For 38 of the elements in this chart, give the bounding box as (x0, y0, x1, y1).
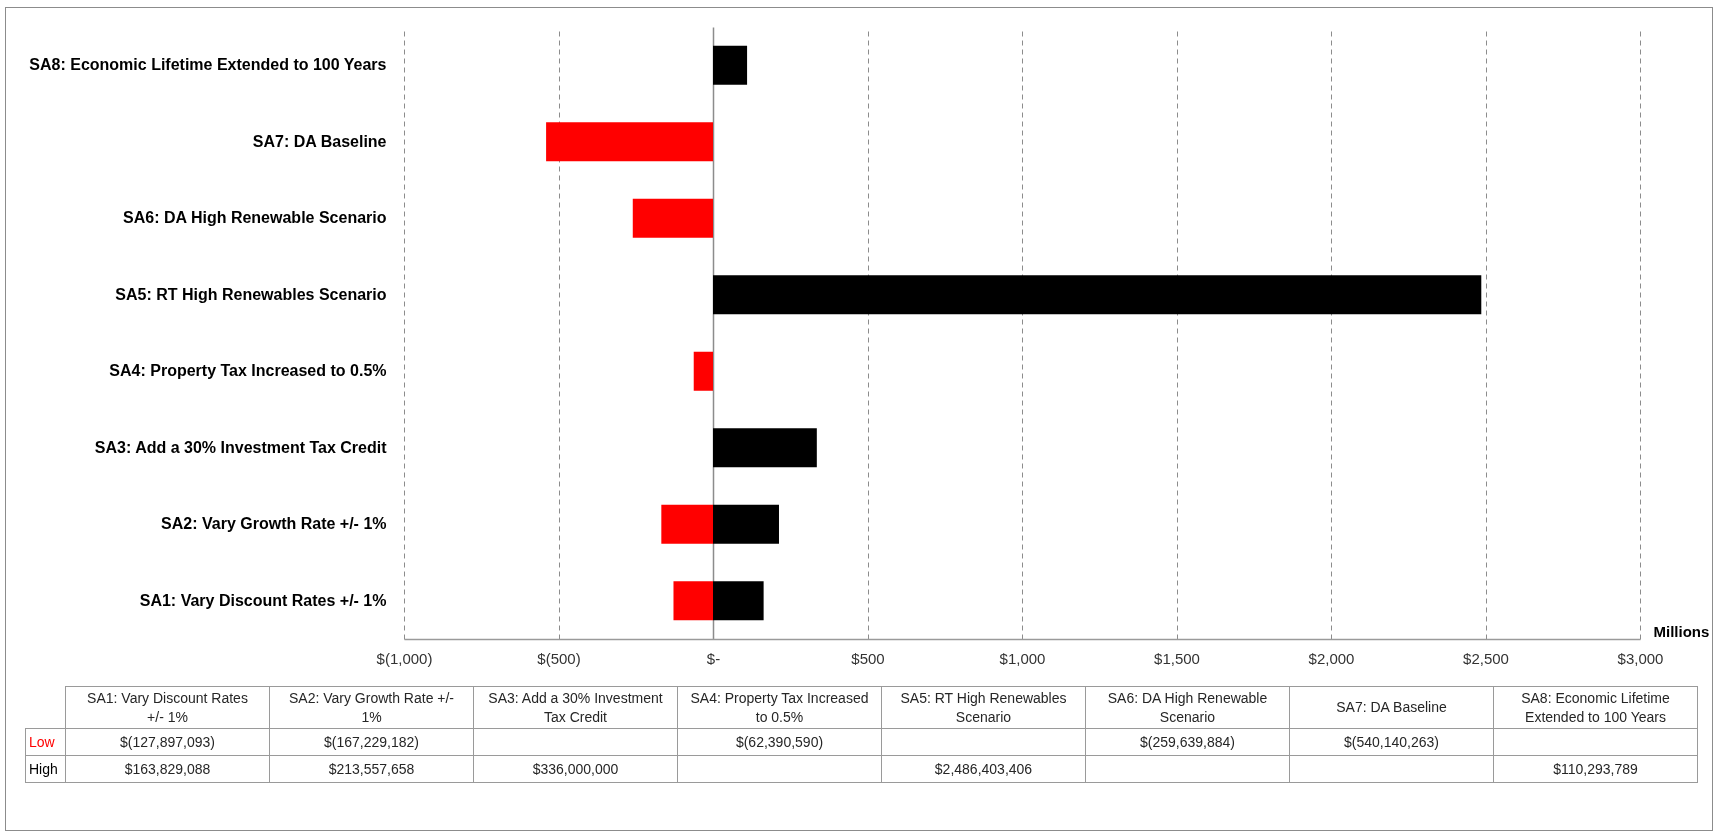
x-tick-label: $- (706, 649, 721, 667)
x-tick-label: $(1,000) (376, 649, 433, 667)
category-label: SA4: Property Tax Increased to 0.5% (690, 689, 869, 725)
x-tick-label: $2,000 (1308, 649, 1355, 667)
text: $110,293,789 (1493, 755, 1698, 783)
category-label: SA5: RT High Renewables Scenario (900, 689, 1067, 725)
text: $(127,897,093) (65, 728, 270, 756)
x-axis-title: Millions (1653, 622, 1710, 640)
text: $2,486,403,406 (881, 755, 1086, 783)
text: $(540,140,263) (1289, 728, 1494, 756)
category-label: SA1: Vary Discount Rates +/- 1% (87, 689, 248, 725)
category-label: SA8: Economic Lifetime Extended to 100 Years (1521, 689, 1670, 725)
y-tick-label: SA2: Vary Growth Rate +/- 1% (161, 515, 387, 533)
y-tick-label: SA1: Vary Discount Rates +/- 1% (139, 591, 387, 609)
category-label: SA2: Vary Growth Rate +/- 1% (288, 689, 455, 725)
text: Low (25, 728, 66, 756)
text: $163,829,088 (65, 755, 270, 783)
category-label: SA6: DA High Renewable Scenario (1107, 689, 1268, 725)
y-tick-label: SA3: Add a 30% Investment Tax Credit (94, 438, 388, 456)
x-tick-label: $1,500 (1154, 649, 1200, 667)
y-tick-label: SA6: DA High Renewable Scenario (123, 209, 387, 227)
y-tick-label: SA8: Economic Lifetime Extended to 100 Years (29, 56, 387, 74)
y-tick-label: SA4: Property Tax Increased to 0.5% (109, 362, 387, 380)
x-tick-label: $1,000 (999, 649, 1046, 667)
text: $336,000,000 (473, 755, 678, 783)
category-label: SA3: Add a 30% Investment Tax Credit (488, 689, 663, 725)
y-tick-label: SA7: DA Baseline (252, 132, 387, 150)
y-tick-label: SA5: RT High Renewables Scenario (115, 285, 387, 303)
text: $(167,229,182) (269, 728, 474, 756)
category-label: SA7: DA Baseline (1336, 699, 1447, 715)
text: $(259,639,884) (1085, 728, 1290, 756)
text: High (25, 755, 66, 783)
x-tick-label: $(500) (537, 649, 581, 667)
text: $(62,390,590) (677, 728, 882, 756)
x-tick-label: $500 (851, 649, 885, 667)
x-tick-label: $2,500 (1463, 649, 1509, 667)
x-tick-label: $3,000 (1617, 649, 1664, 667)
text: $213,557,658 (269, 755, 474, 783)
